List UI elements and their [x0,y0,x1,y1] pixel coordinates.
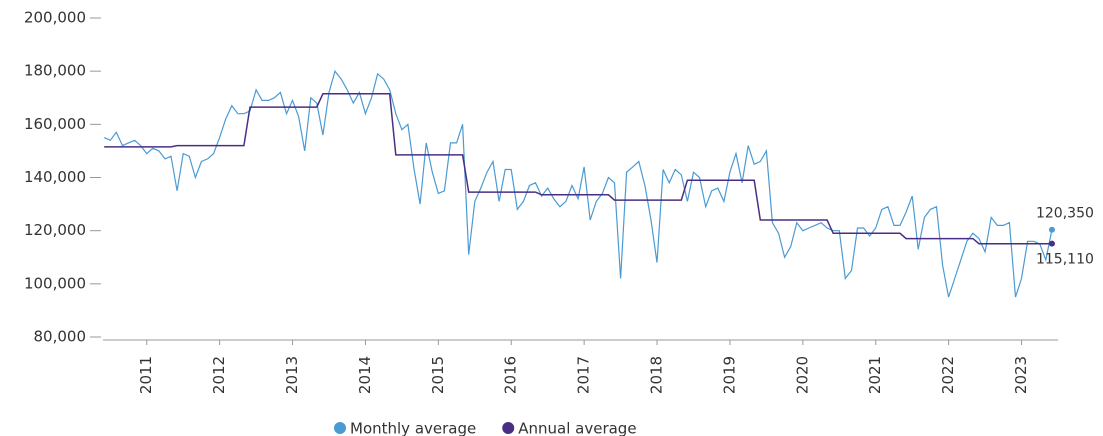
x-tick-label: 2021 [866,356,884,394]
y-tick-label: 120,000 [24,221,86,239]
end-point [1048,226,1055,233]
x-tick-label: 2014 [356,356,374,394]
end-label: 120,350 [1036,206,1094,222]
end-point [1048,240,1055,247]
x-tick-label: 2017 [575,356,593,394]
y-tick-label: 80,000 [34,328,87,346]
legend-swatch [502,422,515,434]
x-tick-label: 2019 [720,356,738,394]
legend-swatch [334,422,346,434]
x-tick-label: 2011 [137,356,155,394]
series-line [104,93,1052,245]
x-tick-label: 2015 [429,356,447,394]
x-tick-label: 2023 [1012,356,1030,394]
x-tick-label: 2022 [939,356,957,394]
y-tick-label: 140,000 [24,168,86,186]
y-tick-label: 100,000 [24,274,86,292]
x-tick-label: 2020 [793,356,811,394]
legend-label: Annual average [518,420,636,436]
y-tick-label: 200,000 [24,9,86,27]
y-tick-label: 180,000 [24,62,86,80]
legend-label: Monthly average [350,420,476,436]
series-line [103,69,1053,298]
end-label: 115,110 [1036,252,1094,268]
x-tick-label: 2013 [283,356,301,394]
x-tick-label: 2016 [502,356,520,394]
x-tick-label: 2012 [210,356,228,394]
y-tick-label: 160,000 [24,115,86,133]
x-tick-label: 2018 [648,356,666,394]
